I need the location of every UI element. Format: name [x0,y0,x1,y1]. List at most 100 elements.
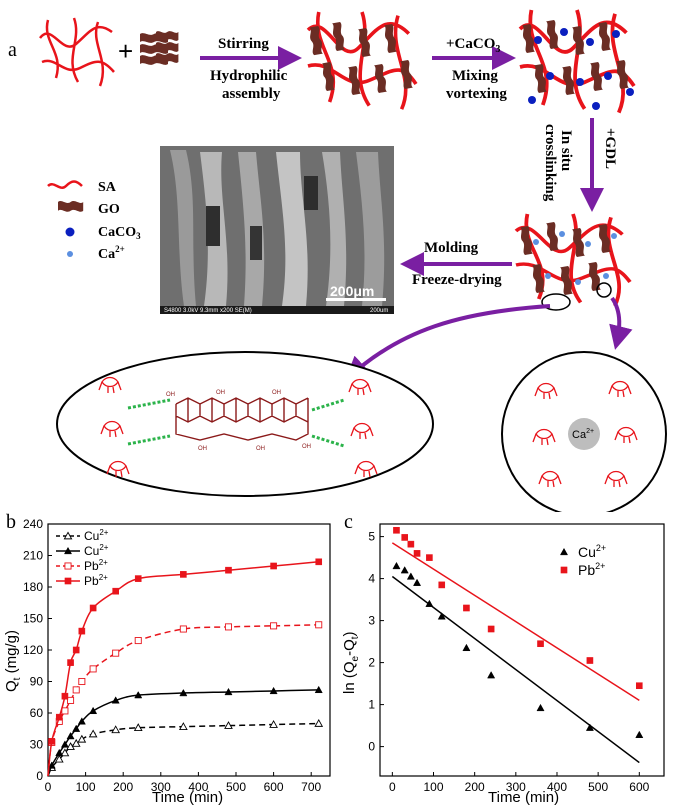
chart-b-data-point [112,649,120,657]
chart-b-data-point [111,696,120,704]
chart-b-data-point [224,623,232,631]
scheme-legend: SA GO CaCO3 Ca2+ [47,180,141,262]
chart-b-series-line [47,624,319,777]
chart-b-xtick-label: 600 [264,780,284,794]
chart-b-series-line [47,722,319,777]
chart-b-axes: 0 100 200 300 400 500 600 700 0 30 60 90 120 150 180 21… [23,517,322,794]
label-mixing: Mixing [452,68,498,84]
chart-b-ytick-label: 30 [30,738,44,752]
chart-b-data-point [224,687,233,696]
chart-b-data-point [270,562,277,570]
chart-b-data-point [179,625,187,633]
chart-b-data-point [225,566,232,574]
chart-b-data-point [55,748,64,757]
label-molding: Molding [424,240,479,256]
chart-b-legend-label: Cu2+ [84,543,109,558]
ca-ion-label: Ca2+ [572,428,594,441]
chart-c-xlabel: Time (min) [488,789,559,805]
chart-b-data-point [269,686,278,695]
sa-network-icon [39,17,115,87]
chart-c-legend: Cu2+Pb2+ [559,543,606,578]
plus-sign: + [118,36,133,66]
svg-text:OH: OH [166,392,175,398]
chart-b-xtick-label: 500 [226,780,246,794]
chart-b-ytick-label: 120 [23,643,43,657]
label-stirring: Stirring [218,36,269,52]
chart-b-ytick-label: 180 [23,580,43,594]
label-caco3: +CaCO3 [446,36,500,55]
chart-c-xtick-label: 600 [629,780,649,794]
chart-b-data-point [72,724,81,732]
chart-b-data-point [60,740,69,748]
sem-info: S4800 3.0kV 9.3mm x200 SE(M) [164,308,252,314]
chart-c-data-point [413,550,421,557]
legend-sa: SA [98,180,117,195]
sem-scale-bar [326,298,386,301]
chart-c-ytick-label: 4 [368,572,375,586]
panel-letter-c: c [344,512,353,533]
chart-b-data-point [72,686,80,694]
chart-b-data-point [224,721,233,729]
chart-c-ytick-label: 2 [368,656,375,670]
caco3-legend-icon [65,227,75,237]
label-freeze-drying: Freeze-drying [412,272,502,288]
schematic-panel: a + Stirring Hydrophilic assembly +CaCO3… [8,8,667,512]
chart-b-data-point [270,622,278,630]
chart-b-data-point [47,761,56,769]
label-assembly: assembly [222,86,281,102]
ca-legend-icon [67,251,73,257]
chart-b-data-point [67,696,75,704]
go-stack-icon [140,31,179,65]
chart-c-data-point [393,526,400,534]
chart-b-legend-marker [63,531,73,540]
chart-c: c 0 100 200 300 400 500 600 0 1 2 3 4 5 Time (min) l… [341,512,665,805]
chart-c-legend-marker [560,566,568,574]
chart-b-data-point [48,738,56,745]
chart-c-xtick-label: 400 [547,780,567,794]
chart-b-data-point [54,754,64,763]
chart-b-ytick-label: 150 [23,612,43,626]
chart-b-data-point [89,706,98,715]
chart-b-data-point [61,707,69,715]
chart-b-ytick-label: 0 [36,769,43,783]
chart-b-data-point [78,627,86,635]
chart-b-legend: Cu2+Cu2+Pb2+Pb2+ [56,528,109,588]
svg-text:OH: OH [216,390,225,396]
sa-legend-icon [47,180,83,189]
sa-go-composite-icon [306,10,418,111]
chart-b-data-point [134,691,143,699]
chart-b-data-point [88,729,98,738]
panel-letter-b: b [6,512,16,533]
chart-c-data-point [487,625,495,633]
label-vortexing: vortexing [446,86,507,102]
chart-c-xtick-label: 500 [588,780,608,794]
chart-c-legend-marker [559,547,569,556]
chart-b-data-point [89,665,97,673]
sem-scale-small: 200um [370,308,388,314]
chart-c-data-point [437,612,446,620]
label-crosslinking: crosslinking [542,124,558,202]
svg-text:OH: OH [198,446,207,452]
chart-b-data-point [77,717,86,725]
chart-b-data-point [179,688,188,697]
chart-b-data-point [77,734,87,743]
chart-b-data-point [55,713,63,721]
chart-c-data-point [463,604,470,612]
chart-b-data-point [314,685,323,694]
chart-c-data-point [635,730,644,738]
chart-b-ytick-label: 90 [30,675,44,689]
chart-c-ytick-label: 3 [368,614,375,628]
label-hydrophilic: Hydrophilic [210,68,288,84]
chart-c-data-point [487,671,496,679]
chart-b-legend-label: Pb2+ [84,558,108,573]
chart-b-xtick-label: 200 [113,780,133,794]
chart-b-data-point [180,571,187,578]
chart-b-xtick-label: 700 [301,780,321,794]
chart-c-ytick-label: 5 [368,530,375,544]
chart-b-ytick-label: 240 [23,517,43,531]
chart-b-data-point [61,692,69,700]
chart-b-data-point [315,621,323,629]
label-in-situ: In situ [558,130,574,171]
chart-b-legend-label: Cu2+ [84,528,109,543]
chart-b-data-point [111,725,121,734]
